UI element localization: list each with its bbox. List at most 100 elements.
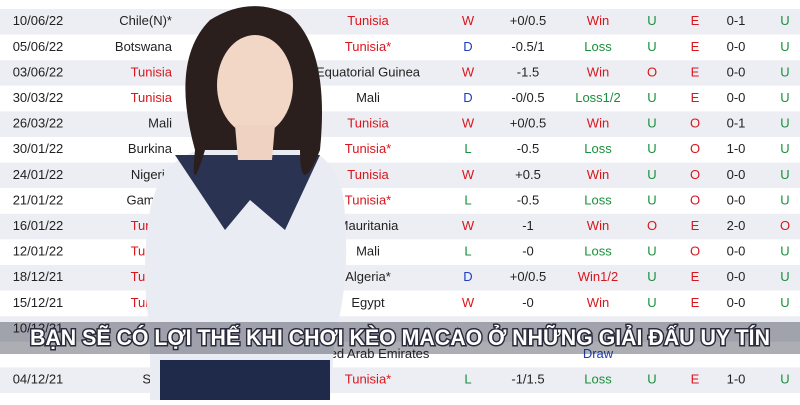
- cell-home: Burkina: [128, 141, 173, 156]
- cell-half-over-under: U: [780, 116, 789, 131]
- cell-result: W: [462, 218, 475, 233]
- cell-date: 03/06/22: [13, 64, 64, 79]
- row-background: [0, 85, 800, 112]
- table-row: 24/01/22 Nigeria Tunisia W +0.5 Win U O 0-0 U: [0, 162, 800, 189]
- cell-half-time: 0-1: [727, 116, 746, 131]
- cell-half-time: 0-0: [727, 64, 746, 79]
- cell-half-over-under: U: [780, 64, 789, 79]
- table-row: 05/06/22 Botswana Tunisia* D -0.5/1 Loss U E 0-0…: [0, 34, 800, 61]
- cell-half-over-under: U: [780, 372, 789, 387]
- cell-result: W: [462, 64, 475, 79]
- cell-half-over-under: U: [780, 244, 789, 259]
- cell-away: Tunisia*: [345, 39, 391, 54]
- cell-over-under: U: [647, 141, 656, 156]
- cell-away: Egypt: [351, 295, 385, 310]
- cell-date: 18/12/21: [13, 269, 64, 284]
- cell-date: 30/03/22: [13, 90, 64, 105]
- cell-half-time: 0-0: [727, 90, 746, 105]
- cell-odd-even: E: [691, 295, 700, 310]
- cell-handicap: -1.5: [517, 64, 539, 79]
- cell-result: L: [464, 192, 471, 207]
- cell-half-over-under: U: [780, 167, 789, 182]
- neck: [235, 125, 275, 160]
- cell-handicap: +0/0.5: [510, 269, 547, 284]
- cell-half-time: 0-0: [727, 39, 746, 54]
- cell-result: D: [463, 269, 472, 284]
- cell-half-over-under: O: [780, 218, 790, 233]
- row-background: [0, 111, 800, 137]
- cell-odd-even: E: [691, 13, 700, 28]
- banner-backdrop: [0, 322, 800, 354]
- row-background: [0, 265, 800, 291]
- cell-half-time: 0-0: [727, 244, 746, 259]
- cell-odd-even: E: [691, 218, 700, 233]
- cell-over-under: U: [647, 372, 656, 387]
- cell-odd-even: E: [691, 90, 700, 105]
- cell-handicap-result: Win: [587, 64, 609, 79]
- cell-date: 24/01/22: [13, 167, 64, 182]
- cell-over-under: U: [647, 269, 656, 284]
- cell-handicap: -0.5: [517, 192, 539, 207]
- cell-handicap-result: Win: [587, 13, 609, 28]
- cell-handicap: +0/0.5: [510, 116, 547, 131]
- cell-half-time: 0-0: [727, 295, 746, 310]
- cell-away: Tunisia: [347, 167, 389, 182]
- cell-result: W: [462, 116, 475, 131]
- cell-away: Algeria*: [345, 269, 391, 284]
- cell-handicap: -0/0.5: [511, 90, 544, 105]
- table-row: 26/03/22 Mali Tunisia W +0/0.5 Win U O 0-1 U: [0, 111, 800, 137]
- cell-odd-even: E: [691, 64, 700, 79]
- row-background: [0, 137, 800, 163]
- cell-date: 16/01/22: [13, 218, 64, 233]
- cell-result: D: [463, 39, 472, 54]
- cell-half-time: 1-0: [727, 141, 746, 156]
- cell-handicap: -1: [522, 218, 534, 233]
- model-figure: [145, 6, 347, 400]
- results-table: 10/06/22 Chile(N)* Tunisia W +0/0.5 Win U E 0-1 U…: [0, 9, 800, 393]
- banner-text: BẠN SẼ CÓ LỢI THẾ KHI CHƠI KÈO MACAO Ở N…: [30, 325, 770, 350]
- cell-over-under: U: [647, 295, 656, 310]
- cell-handicap: -1/1.5: [511, 372, 544, 387]
- cell-over-under: U: [647, 167, 656, 182]
- cell-home: Tunisia: [131, 64, 173, 79]
- cell-home: Chile(N)*: [119, 13, 172, 28]
- table-row: 10/06/22 Chile(N)* Tunisia W +0/0.5 Win U E 0-1 U: [0, 9, 800, 35]
- cell-handicap-result: Loss: [584, 39, 612, 54]
- cell-handicap-result: Win1/2: [578, 269, 618, 284]
- cell-half-time: 0-0: [727, 167, 746, 182]
- table-row: 30/03/22 Tunisia Mali D -0/0.5 Loss1/2 U E 0-0 U: [0, 85, 800, 112]
- row-background: [0, 60, 800, 86]
- cell-handicap-result: Win: [587, 218, 609, 233]
- cell-half-time: 0-0: [727, 269, 746, 284]
- cell-handicap-result: Loss: [584, 244, 612, 259]
- cell-date: 15/12/21: [13, 295, 64, 310]
- cell-date: 10/12/21: [13, 320, 64, 335]
- cell-handicap: +0.5: [515, 167, 541, 182]
- row-background: [0, 290, 800, 317]
- cell-date: 05/06/22: [13, 39, 64, 54]
- cell-handicap-result: Loss: [584, 192, 612, 207]
- cell-away: Tunisia: [347, 13, 389, 28]
- cell-over-under: O: [647, 218, 657, 233]
- table-row: 10/12/21: [0, 316, 800, 342]
- cell-away: Tunisia: [347, 116, 389, 131]
- cell-away: Mali: [356, 90, 380, 105]
- cell-half-over-under: U: [780, 39, 789, 54]
- cell-handicap: -0.5/1: [511, 39, 544, 54]
- cell-half-time: 0-1: [727, 13, 746, 28]
- cell-half-time: 2-0: [727, 218, 746, 233]
- cell-over-under: U: [647, 13, 656, 28]
- cell-date: 12/01/22: [13, 244, 64, 259]
- row-background: [0, 239, 800, 265]
- row-background: [0, 9, 800, 35]
- cell-odd-even: E: [691, 269, 700, 284]
- cell-result: L: [464, 372, 471, 387]
- row-background: [0, 188, 800, 214]
- row-background: [0, 213, 800, 240]
- cell-handicap: -0: [522, 244, 534, 259]
- cell-result: W: [462, 13, 475, 28]
- cell-home: Botswana: [115, 39, 173, 54]
